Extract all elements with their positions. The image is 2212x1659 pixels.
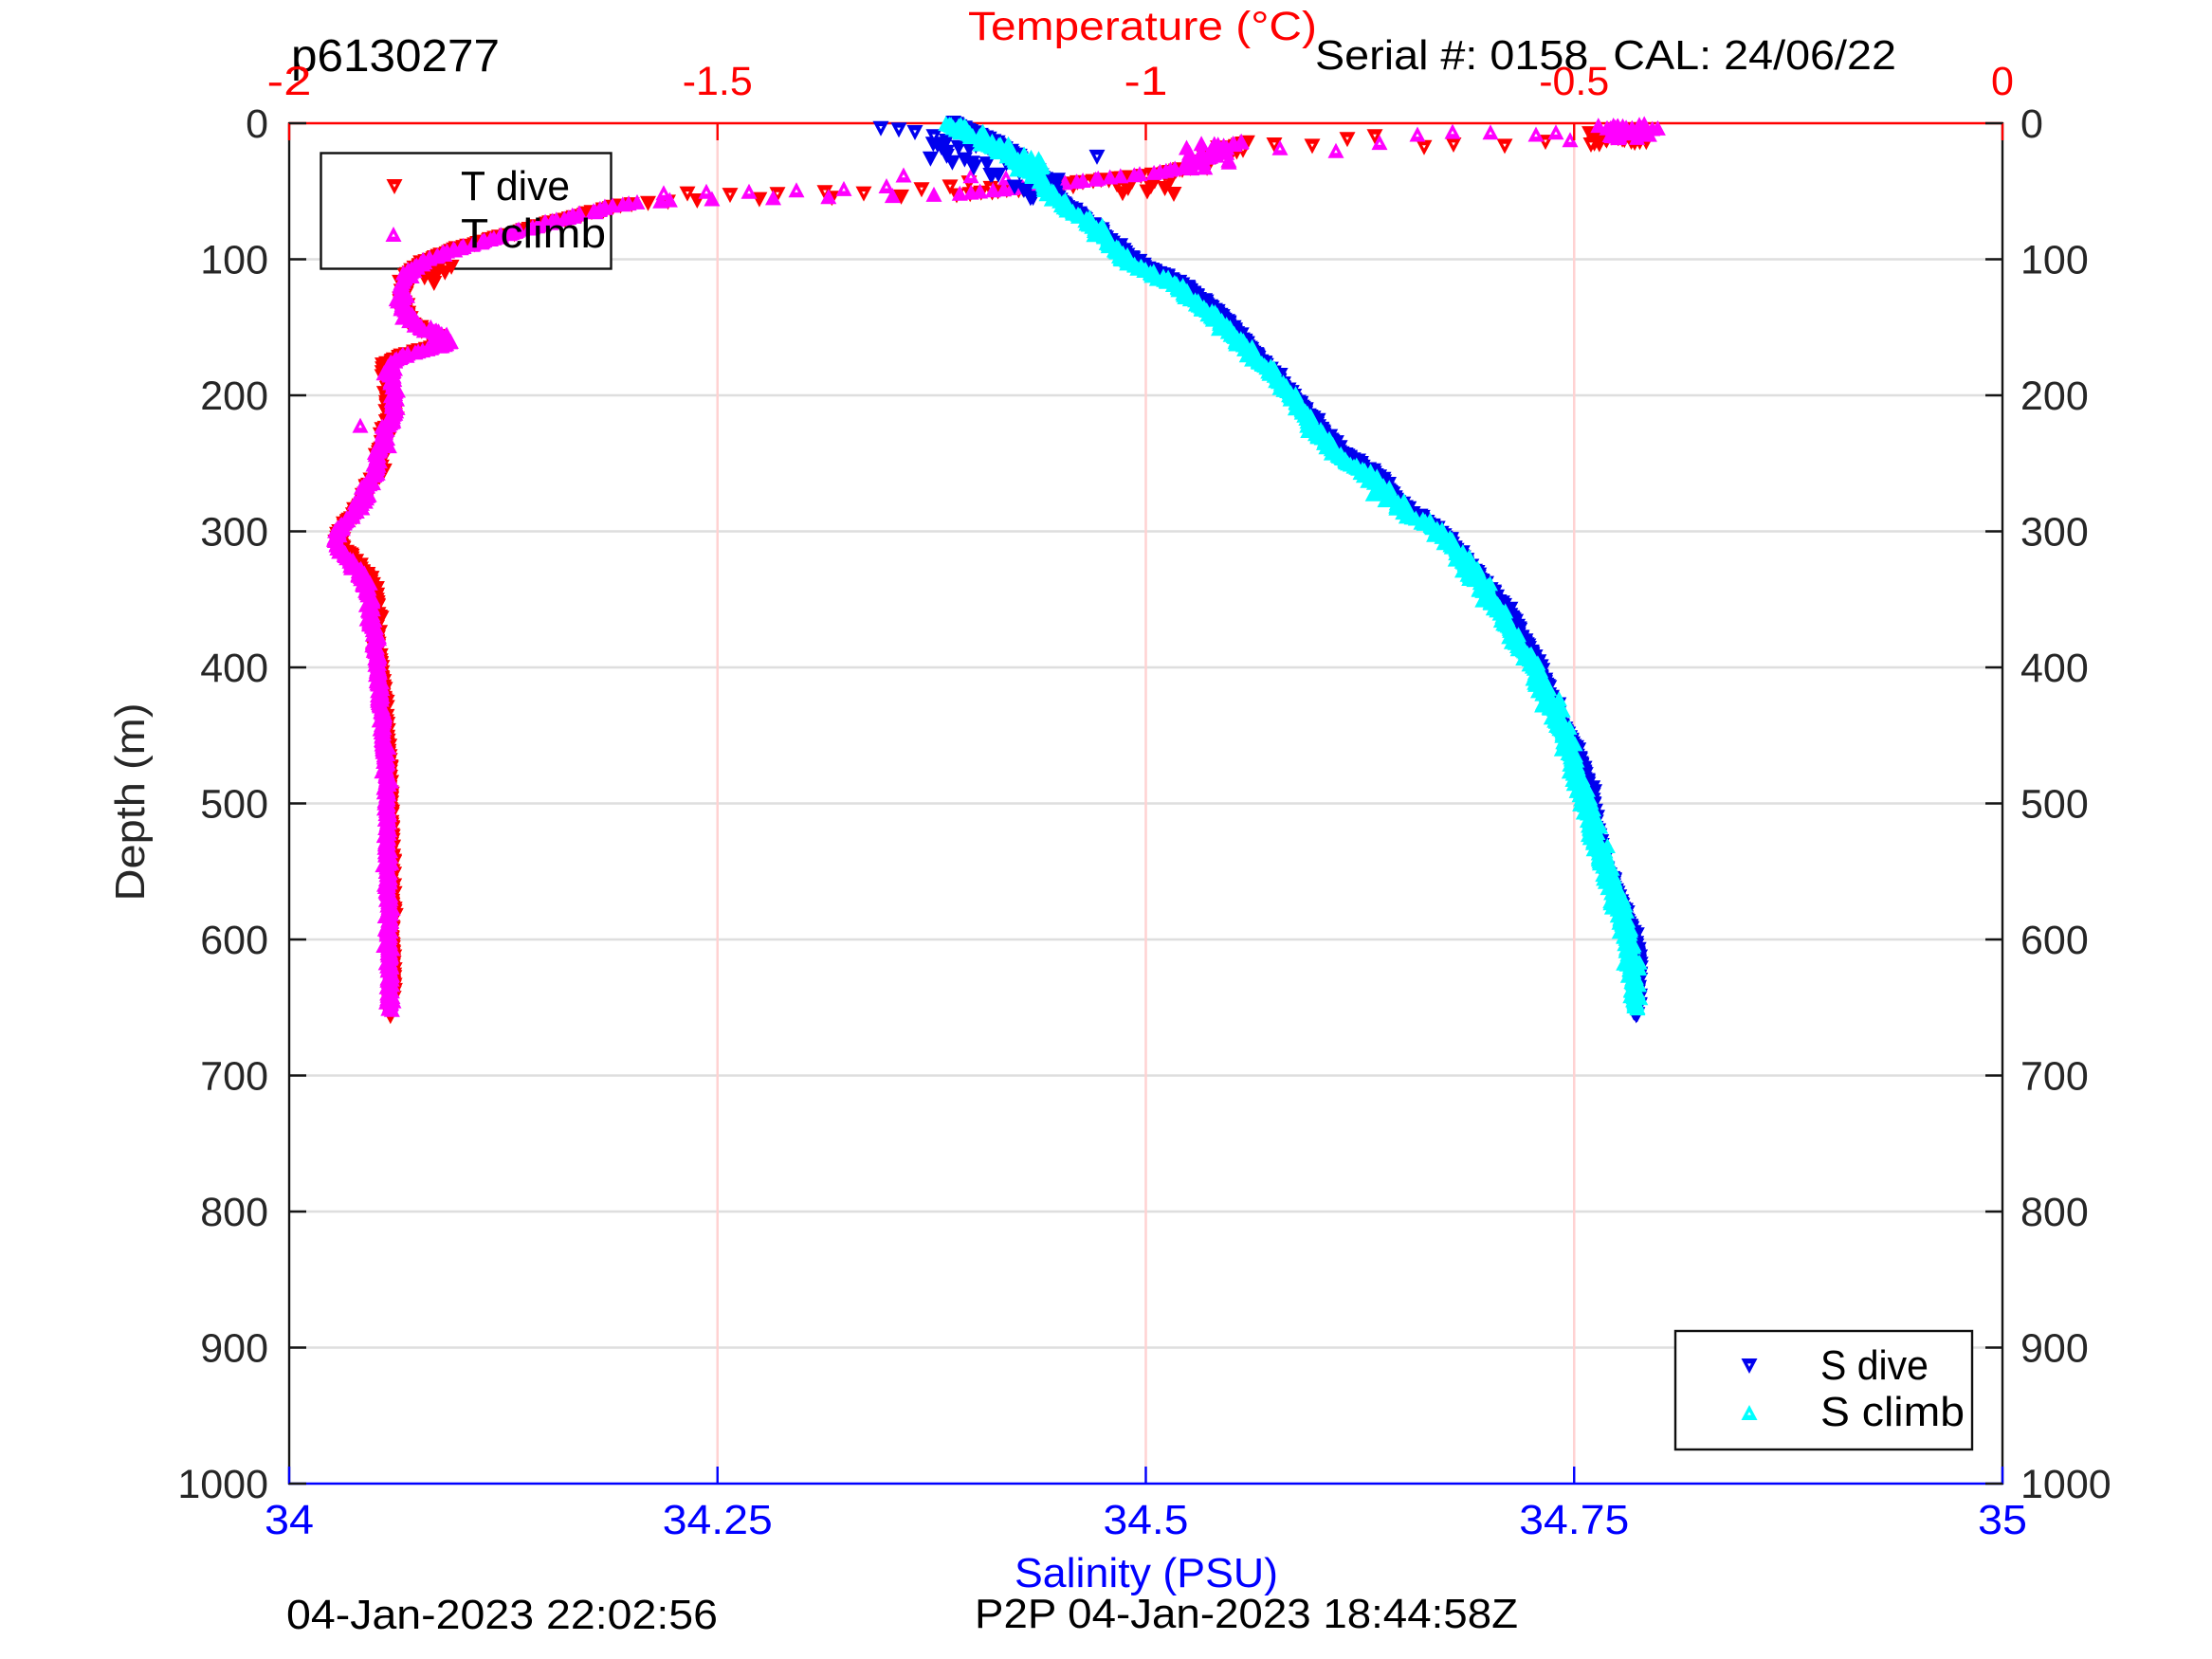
svg-text:04-Jan-2023 22:02:56: 04-Jan-2023 22:02:56	[286, 1592, 718, 1638]
svg-text:-2: -2	[267, 59, 312, 104]
svg-text:34.75: 34.75	[1519, 1497, 1629, 1543]
svg-text:700: 700	[200, 1054, 268, 1100]
svg-text:-1: -1	[1124, 59, 1168, 104]
svg-text:Temperature (°C): Temperature (°C)	[968, 4, 1317, 49]
svg-text:200: 200	[2020, 374, 2089, 419]
svg-text:800: 800	[2020, 1190, 2089, 1235]
svg-text:S dive: S dive	[1820, 1342, 1929, 1389]
svg-text:34.25: 34.25	[663, 1497, 773, 1543]
svg-text:1000: 1000	[177, 1462, 268, 1507]
svg-text:500: 500	[200, 782, 268, 828]
svg-text:200: 200	[200, 374, 268, 419]
svg-text:900: 900	[2020, 1326, 2089, 1372]
svg-text:400: 400	[2020, 646, 2089, 691]
svg-text:0: 0	[2020, 101, 2043, 147]
svg-text:600: 600	[2020, 918, 2089, 963]
svg-text:300: 300	[2020, 510, 2089, 556]
svg-text:300: 300	[200, 510, 268, 556]
svg-text:34.5: 34.5	[1104, 1497, 1189, 1543]
svg-text:T dive: T dive	[461, 163, 570, 210]
svg-text:-0.5: -0.5	[1539, 59, 1609, 104]
svg-text:Depth (m): Depth (m)	[107, 703, 154, 902]
svg-text:P2P 04-Jan-2023 18:44:58Z: P2P 04-Jan-2023 18:44:58Z	[975, 1591, 1518, 1637]
svg-text:100: 100	[200, 238, 268, 283]
svg-text:0: 0	[1991, 59, 2014, 104]
svg-text:Salinity (PSU): Salinity (PSU)	[1015, 1550, 1278, 1596]
svg-text:400: 400	[200, 646, 268, 691]
svg-text:1000: 1000	[2020, 1462, 2111, 1507]
svg-text:0: 0	[246, 101, 268, 147]
svg-text:500: 500	[2020, 782, 2089, 828]
svg-text:T climb: T climb	[461, 210, 606, 257]
svg-text:S climb: S climb	[1820, 1389, 1965, 1435]
svg-text:600: 600	[200, 918, 268, 963]
svg-text:900: 900	[200, 1326, 268, 1372]
svg-text:700: 700	[2020, 1054, 2089, 1100]
svg-text:34: 34	[265, 1497, 314, 1543]
svg-text:100: 100	[2020, 238, 2089, 283]
svg-text:p6130277: p6130277	[291, 31, 500, 82]
svg-text:-1.5: -1.5	[683, 59, 753, 104]
svg-text:800: 800	[200, 1190, 268, 1235]
svg-text:Serial #: 0158 CAL: 24/06/22: Serial #: 0158 CAL: 24/06/22	[1315, 32, 1896, 79]
svg-text:35: 35	[1978, 1497, 2027, 1543]
